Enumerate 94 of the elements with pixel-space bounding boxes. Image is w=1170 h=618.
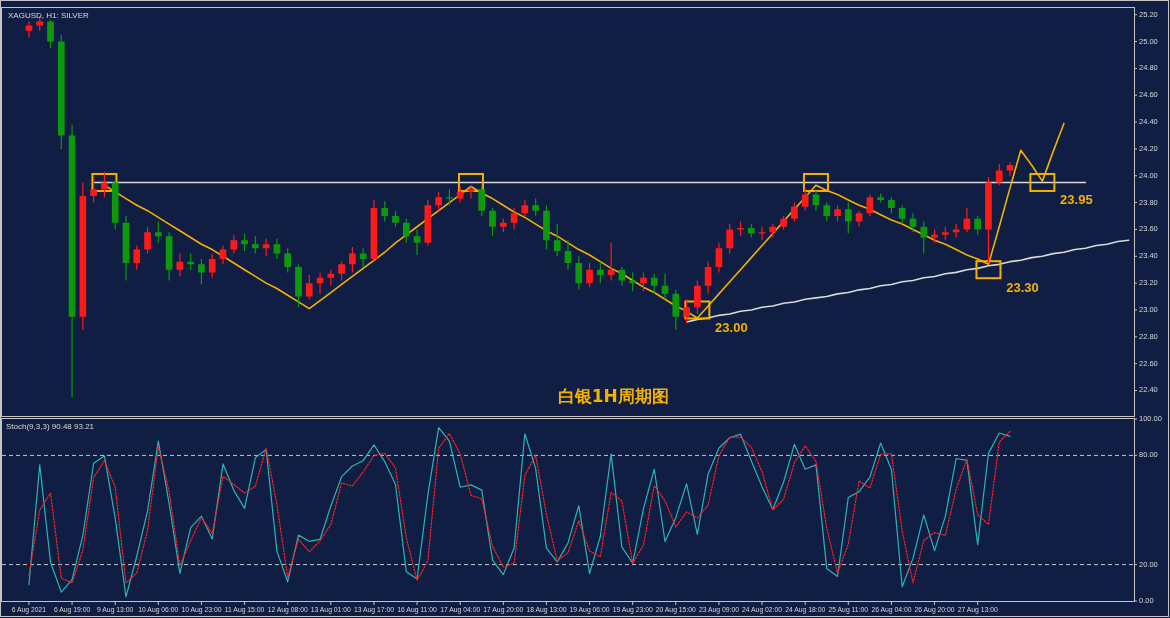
candlestick xyxy=(349,246,356,273)
candlestick xyxy=(144,226,151,254)
candlestick xyxy=(650,273,658,294)
candlestick xyxy=(995,163,1003,186)
candlestick xyxy=(888,197,895,214)
candlestick xyxy=(780,216,787,230)
candlestick xyxy=(823,202,831,222)
candlestick xyxy=(877,193,884,203)
chart-subtitle: XAGUSD, H1: SILVER xyxy=(8,11,89,20)
candlestick xyxy=(101,171,108,198)
candlestick xyxy=(694,280,701,314)
candlestick xyxy=(553,224,561,257)
candlestick xyxy=(338,261,345,281)
candlestick xyxy=(359,248,367,268)
candlestick xyxy=(47,20,54,49)
candlestick xyxy=(316,272,324,294)
candlestick xyxy=(327,269,335,286)
candlestick xyxy=(219,245,227,265)
candlestick xyxy=(640,272,647,292)
candlestick xyxy=(467,185,475,199)
candlestick xyxy=(499,218,507,233)
candlestick xyxy=(25,21,33,38)
candlestick xyxy=(812,190,820,211)
candlestick xyxy=(208,253,216,278)
candlestick xyxy=(683,299,690,324)
candlestick xyxy=(597,261,604,284)
candlestick xyxy=(413,229,421,255)
data-label: 23.30 xyxy=(1006,279,1039,295)
point xyxy=(684,300,711,320)
candlestick xyxy=(402,218,410,243)
line-series xyxy=(685,239,1130,323)
candlestick xyxy=(446,189,453,206)
candlestick xyxy=(974,216,982,235)
candlestick xyxy=(834,205,841,222)
candlestick xyxy=(715,242,723,273)
candlestick xyxy=(241,233,248,251)
candlestick xyxy=(489,207,496,237)
candlestick xyxy=(586,263,593,288)
candlestick xyxy=(230,234,238,254)
candlestick xyxy=(381,201,389,222)
candlestick xyxy=(726,224,734,254)
point xyxy=(1029,172,1056,192)
chart-title: Stoch(9,3,3) 90.48 93.21 xyxy=(6,422,95,431)
point xyxy=(975,260,1002,280)
candlestick xyxy=(133,245,141,270)
candlestick xyxy=(252,236,259,254)
candlestick xyxy=(478,185,486,217)
candlestick xyxy=(543,205,550,250)
candlestick xyxy=(844,202,852,234)
candlestick xyxy=(575,256,583,290)
candlestick xyxy=(920,221,928,254)
candlestick xyxy=(564,240,572,270)
text: 白银1H周期图 xyxy=(557,386,669,406)
candlestick xyxy=(370,199,378,262)
candlestick xyxy=(295,264,302,308)
candlestick xyxy=(305,275,313,300)
candlestick xyxy=(68,124,76,398)
candlestick xyxy=(963,207,971,233)
candlestick xyxy=(79,182,87,331)
candlestick xyxy=(672,289,680,331)
candlestick xyxy=(747,224,755,238)
candlestick xyxy=(898,205,906,225)
candlestick xyxy=(392,210,399,227)
candlestick xyxy=(273,238,281,259)
candlestick xyxy=(985,177,992,263)
candlestick xyxy=(456,186,464,203)
candlestick xyxy=(791,202,798,222)
candlestick xyxy=(90,175,97,203)
candlestick xyxy=(165,232,173,281)
candlestick xyxy=(629,272,637,292)
candlestick xyxy=(198,258,205,285)
candlestick xyxy=(435,191,442,211)
data-label: 23.95 xyxy=(1060,192,1093,208)
candlestick xyxy=(284,248,292,273)
candlestick xyxy=(57,34,65,149)
candlestick xyxy=(855,210,863,227)
candlestick xyxy=(941,226,949,241)
candlestick xyxy=(510,207,518,230)
candlestick xyxy=(801,187,809,211)
candlestick xyxy=(661,273,669,300)
candlestick xyxy=(122,216,130,281)
point xyxy=(802,172,829,192)
candlestick xyxy=(424,199,432,246)
candlestick xyxy=(111,179,119,230)
candlestick xyxy=(1006,162,1014,176)
data-label: 23.00 xyxy=(715,319,748,335)
candlestick xyxy=(909,213,917,233)
point xyxy=(457,172,484,192)
candlestick xyxy=(154,221,162,243)
candlestick xyxy=(952,224,960,238)
candlestick xyxy=(758,226,766,241)
candlestick xyxy=(618,267,626,286)
candlestick xyxy=(931,229,938,243)
candlestick xyxy=(532,198,539,217)
